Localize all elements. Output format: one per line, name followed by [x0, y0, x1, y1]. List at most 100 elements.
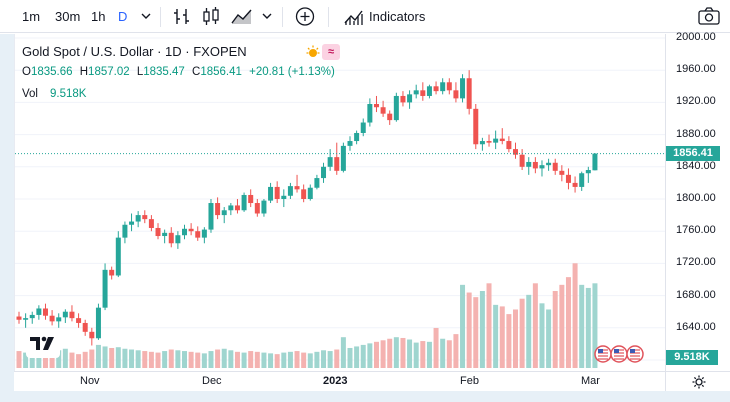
price-tick-label: 1800.00: [676, 192, 716, 204]
separator: [282, 7, 283, 27]
volume-bar: [195, 352, 201, 368]
volume-bar: [16, 351, 22, 368]
ohlc-values: O1835.66 H1857.02 L1835.47 C1856.41 +20.…: [22, 66, 335, 78]
interval-1h-button[interactable]: 1h: [91, 9, 106, 24]
candle-body: [175, 235, 181, 244]
tradingview-logo[interactable]: [26, 330, 60, 358]
us-event-flag-icon[interactable]: [610, 345, 628, 363]
close-value: 1856.41: [200, 66, 242, 78]
volume-bar: [572, 263, 578, 368]
candle-body: [36, 308, 42, 315]
chevron-down-icon[interactable]: [140, 6, 152, 27]
price-tick-label: 2000.00: [676, 31, 716, 43]
candle-body: [241, 194, 247, 211]
candle-body: [519, 154, 525, 167]
interval-30m-button[interactable]: 30m: [55, 9, 81, 24]
volume-bar: [334, 349, 340, 368]
bottom-margin: [0, 391, 730, 402]
volume-bar: [506, 314, 512, 368]
candle-body: [340, 145, 346, 171]
time-tick-label: Nov: [80, 375, 100, 387]
candle-body: [539, 165, 545, 169]
volume-bar: [29, 349, 35, 368]
volume-bar: [23, 352, 29, 368]
volume-bar: [321, 350, 327, 368]
volume-bar: [314, 351, 320, 368]
candle-body: [23, 318, 29, 320]
price-tick-label: 1680.00: [676, 288, 716, 301]
separator: [328, 7, 329, 27]
last-price-tag: 1856.41: [666, 146, 720, 162]
volume-bar: [513, 309, 518, 368]
candle-body: [559, 170, 565, 175]
volume-bar: [148, 351, 154, 368]
price-chart[interactable]: [15, 34, 666, 371]
chevron-down-icon[interactable]: [261, 6, 273, 27]
volume-bar: [433, 327, 439, 368]
volume-bar: [142, 351, 148, 368]
candle-body: [354, 132, 360, 142]
sun-icon: [304, 44, 322, 60]
price-tick-label: 1880.00: [676, 127, 716, 140]
candle-body: [89, 331, 95, 339]
volume-bar: [122, 348, 128, 368]
axis-corner: [665, 371, 730, 391]
add-compare-icon[interactable]: [294, 6, 316, 27]
camera-icon[interactable]: [697, 6, 721, 27]
interval-d-button[interactable]: D: [118, 9, 128, 24]
bar-chart-icon[interactable]: [172, 6, 192, 27]
price-tick-label: 1840.00: [676, 159, 716, 172]
volume-bar: [42, 351, 48, 368]
volume-bar: [393, 337, 399, 368]
candle-body: [440, 82, 446, 92]
candle-body: [122, 224, 128, 238]
time-axis[interactable]: Nov Dec 2023 Feb Mar: [14, 371, 665, 391]
volume-bar: [407, 339, 413, 368]
volume-bar: [175, 350, 181, 368]
candle-body: [565, 174, 571, 183]
candle-body: [142, 215, 148, 220]
price-axis[interactable]: 2000.00 1960.00 1920.00 1880.00 1840.00 1800.…: [665, 31, 730, 371]
volume-bar: [76, 354, 82, 368]
candle-body: [367, 104, 373, 123]
volume-bar: [221, 348, 227, 368]
candle-body: [426, 86, 432, 96]
candle-body: [420, 90, 426, 96]
candle-body: [261, 200, 267, 214]
area-chart-icon[interactable]: [230, 6, 254, 27]
us-event-flag-icon[interactable]: [626, 345, 644, 363]
volume-bar: [387, 338, 393, 368]
volume-bar: [426, 341, 432, 368]
settings-gear-icon[interactable]: [666, 372, 730, 392]
volume-bar: [373, 341, 379, 368]
candle-body: [360, 122, 366, 133]
volume-bar: [62, 348, 68, 368]
candle-body: [208, 203, 214, 230]
volume-bar: [135, 350, 141, 368]
candle-body: [135, 215, 141, 222]
candle-body: [155, 227, 161, 237]
candle-body: [321, 166, 327, 179]
candle-body: [201, 229, 207, 238]
volume-bar: [129, 349, 135, 368]
candle-body: [294, 186, 300, 190]
candle-body: [102, 269, 108, 308]
us-event-flag-icon[interactable]: [594, 345, 612, 363]
candle-body: [493, 138, 499, 143]
interval-1m-button[interactable]: 1m: [22, 9, 41, 24]
volume-bar: [460, 284, 466, 368]
chart-pane[interactable]: [14, 34, 666, 371]
candle-body: [307, 187, 313, 199]
high-value: 1857.02: [88, 66, 130, 78]
candle-body: [466, 78, 472, 109]
time-tick-label: Feb: [460, 375, 479, 387]
indicators-button[interactable]: Indicators: [343, 6, 425, 27]
volume-bar: [565, 277, 571, 368]
last-volume-tag: 9.518K: [666, 350, 718, 365]
volume-bar: [95, 344, 101, 368]
candle-body: [592, 153, 598, 171]
separator: [160, 7, 161, 27]
candles-icon[interactable]: [201, 6, 221, 27]
symbol-title[interactable]: Gold Spot / U.S. Dollar · 1D · FXOPEN: [22, 44, 247, 59]
